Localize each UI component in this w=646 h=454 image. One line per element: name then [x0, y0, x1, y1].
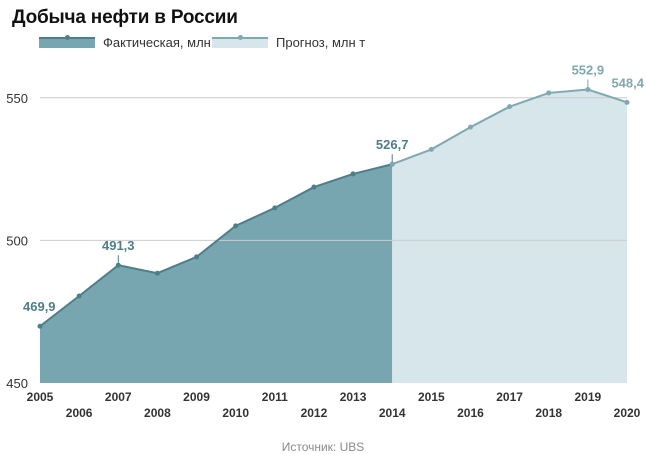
- point-forecast: [585, 87, 591, 93]
- x-tick-label: 2006: [66, 406, 93, 420]
- x-tick-label: 2010: [222, 406, 249, 420]
- x-tick-label: 2013: [340, 390, 367, 404]
- point-forecast: [507, 104, 513, 110]
- x-tick-label: 2018: [535, 406, 562, 420]
- x-tick-label: 2017: [496, 390, 523, 404]
- x-tick-label: 2011: [262, 390, 288, 404]
- y-tick-label: 550: [6, 91, 28, 106]
- data-label: 552,9: [572, 63, 605, 78]
- y-tick-label: 500: [6, 233, 28, 248]
- data-label: 469,9: [23, 299, 56, 314]
- point-actual: [37, 323, 43, 329]
- x-tick-label: 2016: [457, 406, 484, 420]
- data-label: 548,4: [611, 75, 644, 90]
- data-label: 491,3: [102, 238, 135, 253]
- point-actual: [272, 205, 278, 211]
- legend-item-forecast: Прогноз, млн т: [212, 35, 365, 50]
- point-actual: [76, 293, 82, 299]
- area-forecast: [392, 89, 627, 384]
- point-actual: [194, 254, 200, 260]
- data-label: 526,7: [376, 137, 409, 152]
- x-tick-label: 2020: [614, 406, 641, 420]
- point-forecast: [624, 99, 630, 105]
- legend-label-forecast: Прогноз, млн т: [276, 35, 366, 50]
- chart-title: Добыча нефти в России: [12, 7, 238, 28]
- point-actual: [311, 184, 317, 190]
- point-actual: [350, 171, 356, 177]
- x-tick-label: 2015: [418, 390, 445, 404]
- point-forecast: [546, 90, 552, 96]
- x-tick-label: 2012: [301, 406, 328, 420]
- legend-swatch-forecast: [212, 35, 268, 48]
- legend-swatch-actual: [39, 35, 95, 48]
- x-tick-label: 2005: [27, 390, 54, 404]
- legend-item-actual: Фактическая, млн т: [39, 35, 220, 50]
- source-note: Источник: UBS: [281, 440, 365, 454]
- legend-label-actual: Фактическая, млн т: [103, 35, 221, 50]
- x-tick-label: 2008: [144, 406, 171, 420]
- line-actual: [39, 163, 393, 328]
- point-actual: [115, 262, 121, 268]
- point-forecast: [389, 161, 395, 167]
- y-tick-label: 450: [6, 376, 28, 391]
- area-actual: [40, 164, 393, 383]
- point-forecast: [467, 124, 473, 130]
- x-tick-label: 2007: [105, 390, 132, 404]
- point-actual: [154, 270, 160, 276]
- point-forecast: [428, 146, 434, 152]
- point-actual: [233, 223, 239, 229]
- x-tick-label: 2009: [183, 390, 210, 404]
- x-tick-label: 2019: [575, 390, 602, 404]
- x-tick-label: 2014: [379, 406, 406, 420]
